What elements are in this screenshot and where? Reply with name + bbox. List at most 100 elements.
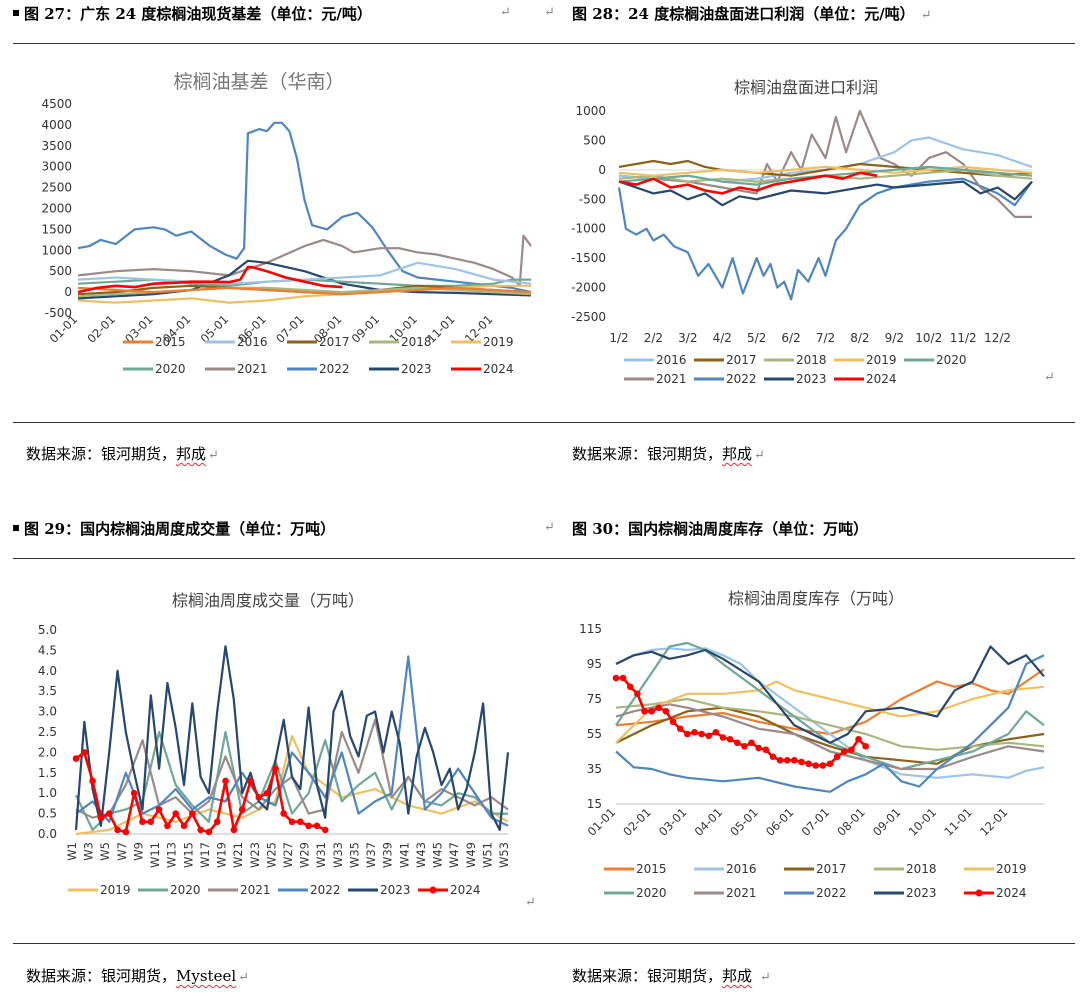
x-tick-label: 09-01 xyxy=(870,805,904,839)
legend-label: 2023 xyxy=(380,883,411,897)
x-tick-label: W9 xyxy=(131,842,145,861)
legend-label: 2021 xyxy=(726,886,757,900)
legend-item-2015: 2015 xyxy=(123,335,186,349)
series-point-2024 xyxy=(698,730,705,738)
legend-label: 2018 xyxy=(906,862,937,876)
legend-item-2018: 2018 xyxy=(764,353,827,367)
series-point-2024 xyxy=(840,748,848,755)
series-point-2024 xyxy=(105,810,113,817)
chart-weekly-volume: 棕榈油周度成交量（万吨） 5.0 4.5 4.0 3.5 3.0 2.5 2.0 1.5 1.0 0… xyxy=(13,580,544,914)
legend-label: 2018 xyxy=(401,335,432,349)
series-point-2024 xyxy=(130,789,138,797)
legend-item-2021: 2021 xyxy=(208,883,271,897)
series-point-2024 xyxy=(691,728,698,736)
series-point-2024 xyxy=(705,732,713,740)
series-point-2024 xyxy=(783,756,791,764)
legend-label: 2022 xyxy=(310,883,341,897)
series-point-2024 xyxy=(812,762,820,769)
series-line-2023 xyxy=(615,645,1045,744)
x-tick-label: 5/2 xyxy=(747,331,766,345)
series-point-2024 xyxy=(305,822,312,830)
series-line-2022 xyxy=(615,654,1045,793)
y-tick-label: 2.0 xyxy=(38,745,57,759)
chart-title: 棕榈油周度成交量（万吨） xyxy=(172,591,364,610)
y-tick-label: -2500 xyxy=(571,310,606,324)
x-tick-label: W45 xyxy=(431,842,445,868)
legend-item-2020: 2020 xyxy=(904,353,967,367)
x-tick-label: 11-01 xyxy=(941,805,975,839)
legend-item-2024: 2024 xyxy=(451,362,514,376)
x-tick-label: 03-01 xyxy=(656,805,690,839)
legend-label: 2024 xyxy=(483,362,514,376)
series-point-2024 xyxy=(147,818,155,826)
panel-fig30: ↵ 图 30：国内棕榈油周度库存（单位：万吨） 棕榈油周度库存（万吨） 115 95… xyxy=(544,515,1075,1002)
x-tick-label: W15 xyxy=(181,842,195,868)
x-tick-label: W27 xyxy=(281,842,295,868)
legend-label: 2024 xyxy=(866,372,897,386)
series-point-2024 xyxy=(313,822,321,830)
header-rule xyxy=(13,558,544,559)
legend-marker xyxy=(429,886,437,894)
series-point-2024 xyxy=(619,674,627,682)
series-point-2024 xyxy=(238,806,246,813)
legend-item-2017: 2017 xyxy=(694,353,757,367)
legend-label: 2022 xyxy=(319,362,350,376)
series-point-2024 xyxy=(255,793,263,801)
legend-item-2020: 2020 xyxy=(604,886,667,900)
x-tick-label: 06-01 xyxy=(763,805,797,839)
y-tick-label: 1.5 xyxy=(38,766,57,780)
legend-item-2017: 2017 xyxy=(784,862,847,876)
x-tick-label: 08-01 xyxy=(834,805,868,839)
x-tick-label: 10-01 xyxy=(906,805,940,839)
y-tick-label: 75 xyxy=(587,692,602,706)
x-tick-label: 7/2 xyxy=(816,331,835,345)
chart-weekly-stock: 棕榈油周度库存（万吨） 115 95 75 55 35 15 01-01 02-01 03-01 0… xyxy=(544,580,1075,914)
legend-label: 2023 xyxy=(796,372,827,386)
legend-label: 2023 xyxy=(906,886,937,900)
y-tick-label: 500 xyxy=(49,264,72,278)
basis-line-chart: 棕榈油基差（华南） 4500 4000 3500 3000 2500 2000 1500 100… xyxy=(41,71,532,376)
legend-label: 2019 xyxy=(996,862,1027,876)
series-point-2024 xyxy=(826,760,834,768)
series-line-2015 xyxy=(77,286,532,296)
x-tick-label: 6/2 xyxy=(781,331,800,345)
series-point-2024 xyxy=(719,734,727,741)
series-point-2024 xyxy=(288,818,296,826)
legend-label: 2016 xyxy=(656,353,687,367)
x-tick-label: W39 xyxy=(381,842,395,868)
legend-label: 2017 xyxy=(726,353,757,367)
figure-title: 图 28：24 度棕榈油盘面进口利润（单位：元/吨） ↵ xyxy=(572,5,932,23)
y-tick-label: 95 xyxy=(587,657,602,671)
series-point-2024 xyxy=(197,826,204,834)
series-point-2024 xyxy=(776,756,784,764)
x-tick-label: 02-01 xyxy=(84,312,118,346)
footer-rule xyxy=(544,422,1075,423)
series-line-2020 xyxy=(615,641,1045,771)
series-point-2024 xyxy=(769,753,777,761)
series-point-2024 xyxy=(741,742,748,750)
series-line-2023 xyxy=(74,645,510,831)
chart-title: 棕榈油盘面进口利润 xyxy=(734,78,878,97)
y-tick-label: -1500 xyxy=(571,251,606,265)
legend-item-2016: 2016 xyxy=(694,862,757,876)
footer-rule xyxy=(13,943,544,944)
legend-label: 2024 xyxy=(450,883,481,897)
figure-header: ↵ 图 28：24 度棕榈油盘面进口利润（单位：元/吨） ↵ xyxy=(544,0,1075,30)
legend-item-2022: 2022 xyxy=(278,883,341,897)
series-point-2024 xyxy=(641,707,648,715)
x-tick-label: 04-01 xyxy=(692,805,726,839)
panel-fig28: ↵ 图 28：24 度棕榈油盘面进口利润（单位：元/吨） ↵ 棕榈油盘面进口利润 1… xyxy=(544,0,1075,480)
y-tick-label: -1000 xyxy=(571,222,606,236)
series-point-2024 xyxy=(172,810,179,817)
legend-label: 2020 xyxy=(636,886,667,900)
y-tick-label: 3500 xyxy=(41,139,72,153)
series-line-2016 xyxy=(77,261,532,285)
x-tick-label: W35 xyxy=(347,842,361,868)
legend-item-2023: 2023 xyxy=(764,372,827,386)
bullet-square-icon xyxy=(13,10,19,16)
bullet-square-icon xyxy=(13,525,19,531)
data-source: 数据来源：银河期货，邦成 ↵ xyxy=(26,445,219,463)
footer-rule xyxy=(13,422,544,423)
series-line-2023 xyxy=(77,259,532,300)
series-line-2021 xyxy=(618,109,1032,218)
